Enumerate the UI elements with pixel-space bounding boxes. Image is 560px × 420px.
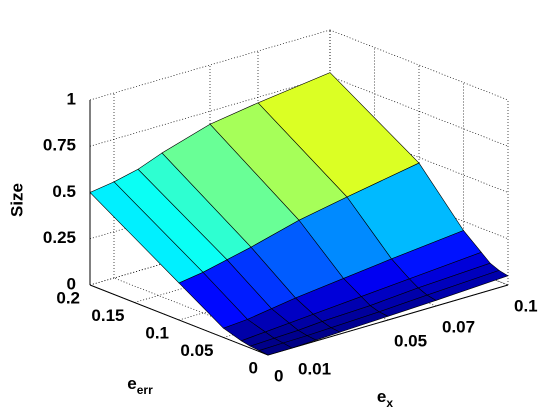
- grid-line: [329, 75, 509, 147]
- y-axis-label: eerr: [127, 374, 153, 397]
- grid-line: [329, 29, 509, 101]
- x-axis-label: ex: [377, 387, 393, 410]
- y-tick-label: 0.15: [91, 306, 124, 325]
- y-label-sub: err: [137, 383, 153, 397]
- y-tick-label: 0: [249, 358, 258, 377]
- axis-line: [267, 284, 509, 356]
- surface-face: [258, 342, 293, 356]
- z-tick-label: 1: [67, 89, 76, 108]
- axis-line: [89, 284, 269, 356]
- z-tick-label: 0: [67, 274, 76, 293]
- x-label-sub: x: [386, 396, 393, 410]
- x-label-base: e: [377, 387, 386, 406]
- y-tick-label: 0.1: [145, 323, 169, 342]
- x-tick-label: 0.07: [442, 317, 475, 336]
- x-tick-label: 0.1: [514, 296, 538, 315]
- grid-line: [113, 277, 293, 349]
- grid-line: [329, 168, 509, 240]
- x-tick-label: 0.01: [298, 359, 331, 378]
- grid-line: [329, 122, 509, 193]
- x-tick-label: 0.05: [394, 331, 427, 350]
- z-tick-label: 0.5: [52, 182, 76, 201]
- z-tick-label: 0.25: [43, 228, 76, 247]
- x-tick-label: 0: [274, 366, 283, 385]
- surface: [89, 72, 509, 356]
- y-label-base: e: [127, 374, 136, 393]
- labels: Size eerr ex 00.250.50.75100.050.10.150.…: [7, 89, 537, 410]
- z-tick-label: 0.75: [43, 136, 76, 155]
- z-axis-label: Size: [7, 183, 26, 217]
- y-tick-label: 0.2: [56, 288, 80, 307]
- y-tick-label: 0.05: [180, 341, 213, 360]
